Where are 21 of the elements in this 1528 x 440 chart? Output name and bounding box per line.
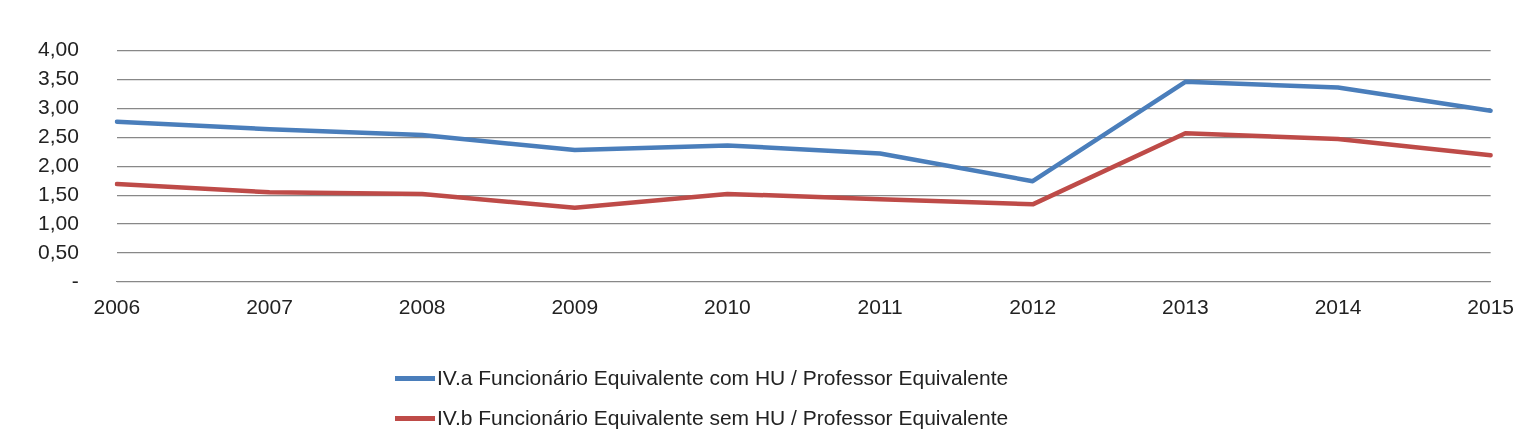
x-tick-label: 2015 [1467,295,1514,319]
y-tick-label: 3,50 [38,66,79,90]
x-tick-label: 2012 [1009,295,1057,319]
x-tick-label: 2010 [704,295,751,319]
x-tick-label: 2014 [1314,295,1362,319]
y-tick-label: 1,00 [38,210,79,234]
y-tick-label: - [71,268,79,292]
legend-label: IV.b Funcionário Equivalente sem HU / Professor Equivalente [437,406,1009,430]
y-tick-label: 1,50 [38,181,79,205]
y-tick-label: 4,00 [38,37,79,61]
y-tick-label: 2,50 [38,124,79,148]
x-tick-label: 2006 [93,295,141,319]
y-tick-label: 2,00 [38,153,79,176]
x-tick-label: 2007 [246,295,293,319]
x-tick-label: 2013 [1162,295,1209,319]
y-tick-label: 3,00 [38,95,79,119]
x-tick-label: 2009 [551,295,599,319]
x-tick-label: 2008 [398,295,446,319]
legend-label: IV.a Funcionário Equivalente com HU / Professor Equivalente [437,366,1009,390]
x-tick-label: 2011 [857,295,903,319]
y-tick-label: 0,50 [38,239,79,263]
